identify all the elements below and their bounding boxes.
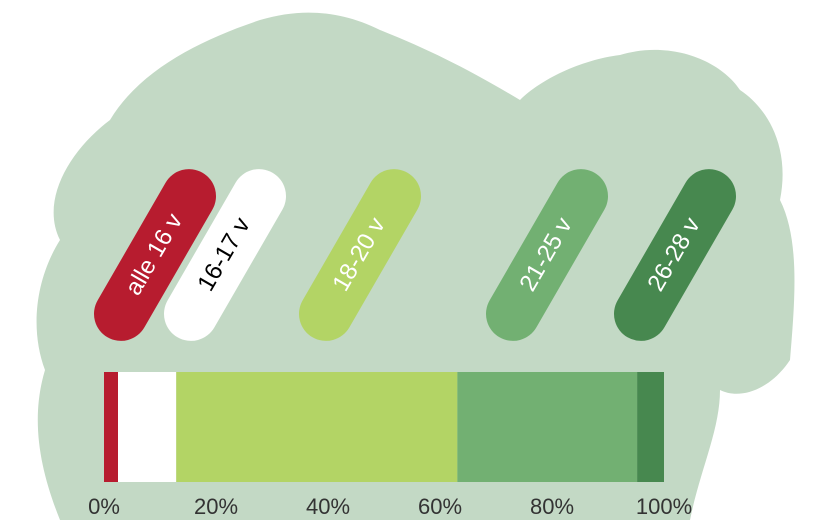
legend-pill <box>486 169 608 341</box>
x-tick-label: 60% <box>418 494 462 519</box>
legend-pill <box>164 169 286 341</box>
x-tick-label: 40% <box>306 494 350 519</box>
bar-segment <box>104 372 118 482</box>
x-tick-label: 0% <box>88 494 120 519</box>
bar-segment <box>637 372 664 482</box>
bar-segment <box>457 372 638 482</box>
bar-segment <box>176 372 458 482</box>
x-tick-label: 80% <box>530 494 574 519</box>
legend-pill <box>614 169 736 341</box>
x-tick-label: 20% <box>194 494 238 519</box>
x-tick-label: 100% <box>636 494 692 519</box>
legend-pill <box>299 169 421 341</box>
legend-pill <box>94 169 216 341</box>
bar-segment <box>118 372 177 482</box>
